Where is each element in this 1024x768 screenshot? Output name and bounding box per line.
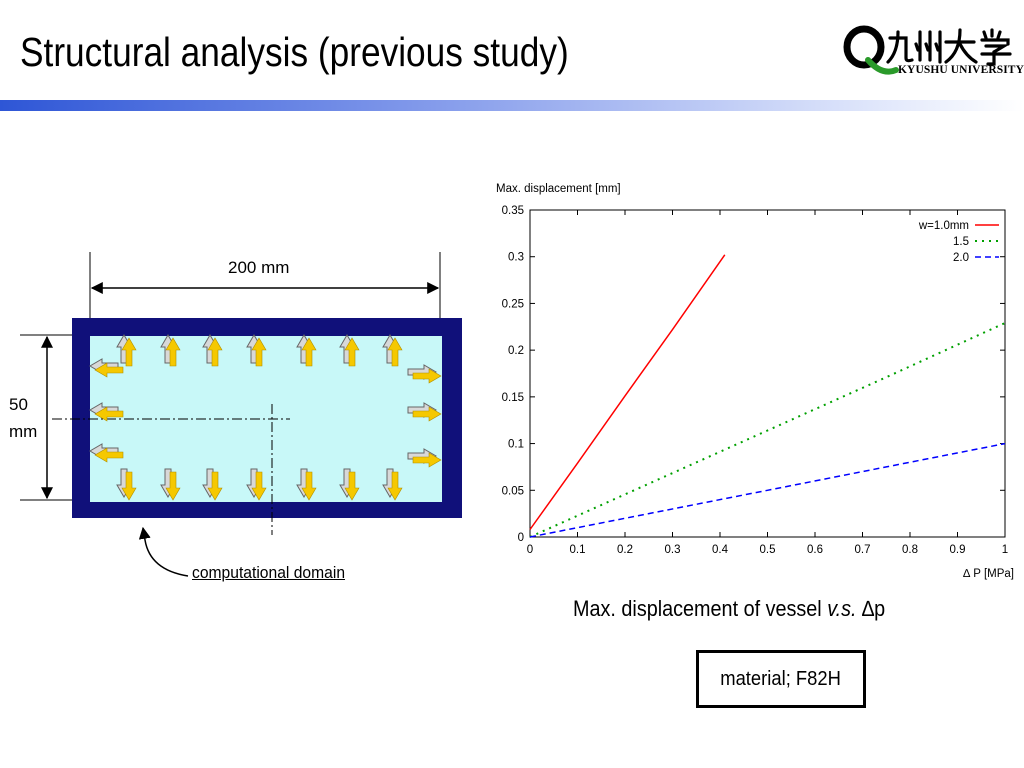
x-tick-label: 0.9 (950, 544, 966, 556)
material-box: material; F82H (696, 650, 866, 708)
pressure-arrow-up (160, 334, 181, 367)
kyushu-university-logo (843, 25, 1012, 75)
pressure-arrow-up (202, 334, 223, 367)
computational-domain-label: computational domain (192, 563, 346, 582)
pressure-arrow-right (407, 402, 442, 422)
height-dimension-value: 50 (9, 395, 28, 414)
y-tick-label: 0.3 (508, 252, 524, 264)
legend-label: w=1.0mm (918, 220, 969, 232)
displacement-chart: Max. displacement [mm] ∆ P [MPa] 0 0.1 0.2… (496, 183, 1014, 580)
pressure-arrow-down (339, 468, 360, 501)
pressure-arrow-left (89, 443, 124, 463)
pressure-arrow-down (160, 468, 181, 501)
y-tick-label: 0.1 (508, 439, 524, 451)
pressure-arrow-up (296, 334, 317, 367)
pressure-arrow-up (339, 334, 360, 367)
x-tick-label: 0.2 (617, 544, 633, 556)
y-tick-label: 0.35 (502, 205, 524, 217)
x-tick-label: 0.7 (855, 544, 871, 556)
caption-prefix: Max. displacement of vessel (573, 596, 828, 621)
x-tick-label: 0.5 (760, 544, 776, 556)
slide-title: Structural analysis (previous study) (20, 29, 569, 75)
pressure-arrow-right (407, 448, 442, 468)
legend-label: 2.0 (953, 252, 969, 264)
plot-area (529, 209, 1006, 538)
pressure-arrow-down (246, 468, 267, 501)
pressure-arrow-left (89, 358, 124, 378)
university-name-en: KYUSHU UNIVERSITY (898, 64, 1024, 76)
y-tick-label: 0 (518, 532, 524, 544)
x-tick-label: 0.1 (570, 544, 586, 556)
series-line-2 (529, 322, 1006, 538)
pressure-arrows (89, 334, 442, 501)
y-tick-label: 0.15 (502, 392, 524, 404)
series-line-3 (529, 442, 1006, 538)
pressure-arrow-down (296, 468, 317, 501)
x-tick-label: 0.4 (712, 544, 729, 556)
x-tick-label: 1 (1002, 544, 1008, 556)
caption-vs: v.s. (827, 596, 857, 621)
legend-label: 1.5 (953, 236, 969, 248)
pressure-arrow-up (116, 334, 137, 367)
x-tick-label: 0.6 (807, 544, 823, 556)
x-tick-label: 0 (527, 544, 533, 556)
height-dimension-unit: mm (9, 422, 38, 441)
y-tick-label: 0.05 (502, 485, 524, 497)
pressure-arrow-up (382, 334, 403, 367)
caption-suffix: ∆p (856, 596, 886, 621)
chart-xlabel: ∆ P [MPa] (963, 568, 1014, 580)
material-label: material; F82H (720, 667, 842, 690)
pressure-arrow-down (202, 468, 223, 501)
width-dimension-label: 200 mm (228, 258, 290, 277)
pressure-arrow-up (246, 334, 267, 367)
x-tick-label: 0.3 (665, 544, 681, 556)
pressure-arrow-down (382, 468, 403, 501)
header-accent-bar (0, 100, 1024, 111)
vessel-diagram (20, 252, 462, 577)
series-line-1 (529, 254, 726, 530)
pressure-arrow-down (116, 468, 137, 501)
y-tick-label: 0.2 (508, 345, 524, 357)
x-tick-label: 0.8 (902, 544, 918, 556)
chart-caption: Max. displacement of vessel v.s. ∆p (573, 596, 885, 622)
pressure-arrow-right (407, 364, 442, 384)
chart-ylabel: Max. displacement [mm] (496, 183, 621, 195)
domain-pointer-arrow (138, 526, 189, 577)
y-tick-label: 0.25 (502, 298, 524, 310)
pressure-arrow-left (89, 402, 124, 422)
